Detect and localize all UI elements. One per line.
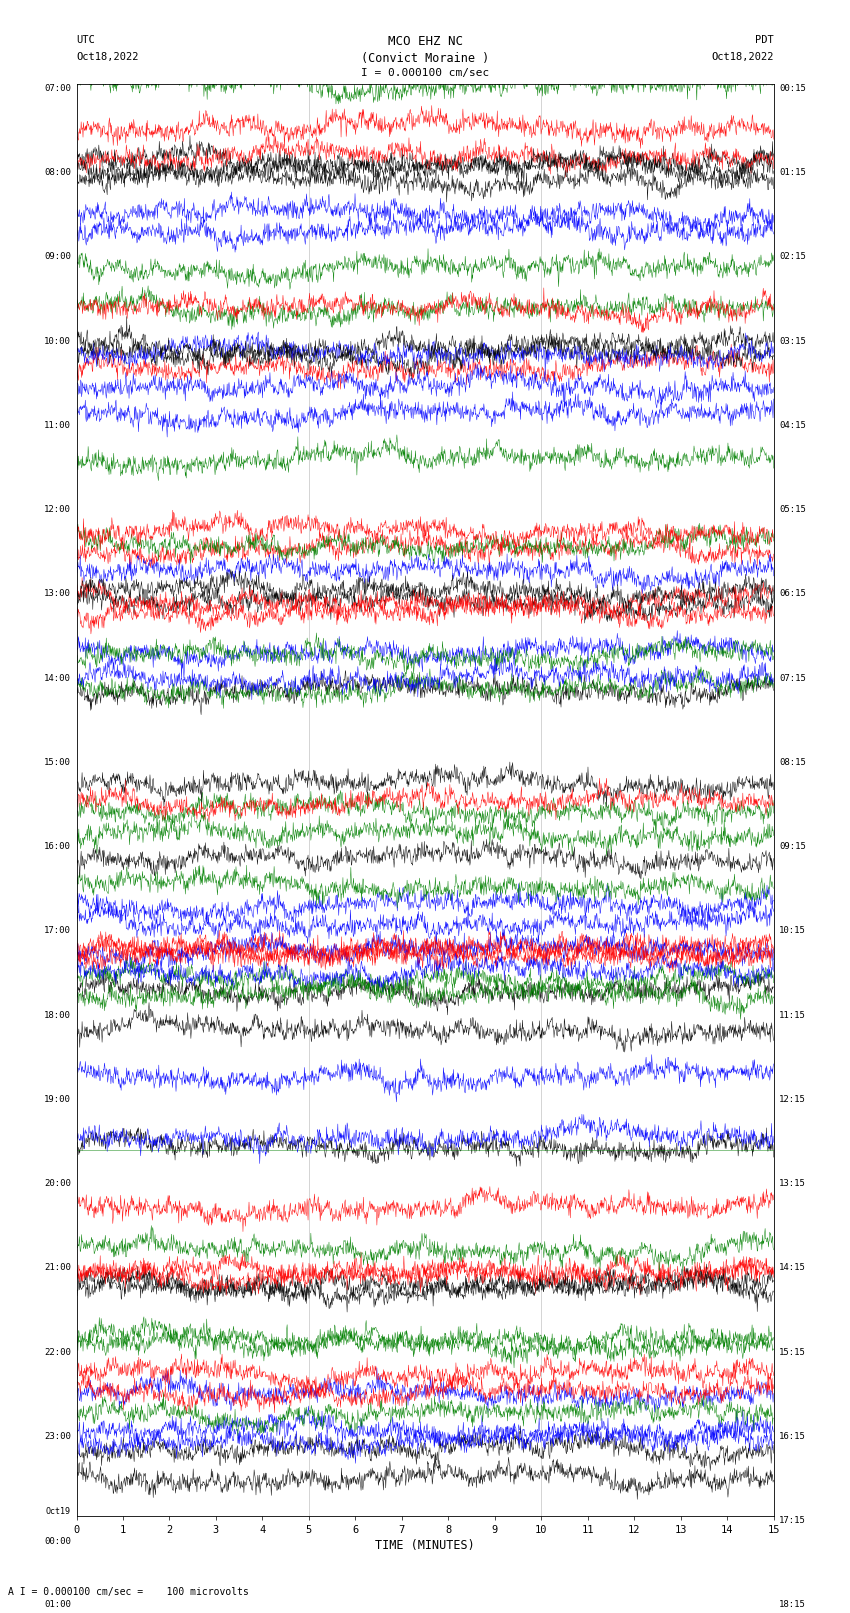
Text: 01:15: 01:15 xyxy=(779,168,806,177)
Text: 13:15: 13:15 xyxy=(779,1179,806,1189)
Text: 19:00: 19:00 xyxy=(44,1095,71,1103)
X-axis label: TIME (MINUTES): TIME (MINUTES) xyxy=(375,1539,475,1552)
Text: 07:15: 07:15 xyxy=(779,674,806,682)
Text: 04:15: 04:15 xyxy=(779,421,806,431)
Text: 11:00: 11:00 xyxy=(44,421,71,431)
Text: 10:15: 10:15 xyxy=(779,926,806,936)
Text: 12:15: 12:15 xyxy=(779,1095,806,1103)
Text: 07:00: 07:00 xyxy=(44,84,71,94)
Text: 10:00: 10:00 xyxy=(44,337,71,345)
Text: 22:00: 22:00 xyxy=(44,1348,71,1357)
Text: Oct19: Oct19 xyxy=(46,1507,71,1516)
Text: Oct18,2022: Oct18,2022 xyxy=(76,52,139,61)
Text: (Convict Moraine ): (Convict Moraine ) xyxy=(361,52,489,65)
Text: 15:15: 15:15 xyxy=(779,1348,806,1357)
Text: 08:15: 08:15 xyxy=(779,758,806,766)
Text: 21:00: 21:00 xyxy=(44,1263,71,1273)
Text: 03:15: 03:15 xyxy=(779,337,806,345)
Text: 15:00: 15:00 xyxy=(44,758,71,766)
Text: 11:15: 11:15 xyxy=(779,1011,806,1019)
Text: 20:00: 20:00 xyxy=(44,1179,71,1189)
Text: UTC: UTC xyxy=(76,35,95,45)
Text: 17:00: 17:00 xyxy=(44,926,71,936)
Text: 06:15: 06:15 xyxy=(779,589,806,598)
Text: 00:15: 00:15 xyxy=(779,84,806,94)
Text: 08:00: 08:00 xyxy=(44,168,71,177)
Text: 09:15: 09:15 xyxy=(779,842,806,852)
Text: 17:15: 17:15 xyxy=(779,1516,806,1526)
Text: 18:00: 18:00 xyxy=(44,1011,71,1019)
Text: 09:00: 09:00 xyxy=(44,252,71,261)
Text: 13:00: 13:00 xyxy=(44,589,71,598)
Text: 12:00: 12:00 xyxy=(44,505,71,515)
Text: 14:00: 14:00 xyxy=(44,674,71,682)
Text: Oct18,2022: Oct18,2022 xyxy=(711,52,774,61)
Text: 18:15: 18:15 xyxy=(779,1600,806,1610)
Text: A I = 0.000100 cm/sec =    100 microvolts: A I = 0.000100 cm/sec = 100 microvolts xyxy=(8,1587,249,1597)
Text: 05:15: 05:15 xyxy=(779,505,806,515)
Text: 02:15: 02:15 xyxy=(779,252,806,261)
Text: I = 0.000100 cm/sec: I = 0.000100 cm/sec xyxy=(361,68,489,77)
Text: 23:00: 23:00 xyxy=(44,1432,71,1440)
Text: 14:15: 14:15 xyxy=(779,1263,806,1273)
Text: 16:15: 16:15 xyxy=(779,1432,806,1440)
Text: 16:00: 16:00 xyxy=(44,842,71,852)
Text: MCO EHZ NC: MCO EHZ NC xyxy=(388,35,462,48)
Text: 00:00: 00:00 xyxy=(44,1537,71,1547)
Text: 01:00: 01:00 xyxy=(44,1600,71,1610)
Text: PDT: PDT xyxy=(755,35,774,45)
